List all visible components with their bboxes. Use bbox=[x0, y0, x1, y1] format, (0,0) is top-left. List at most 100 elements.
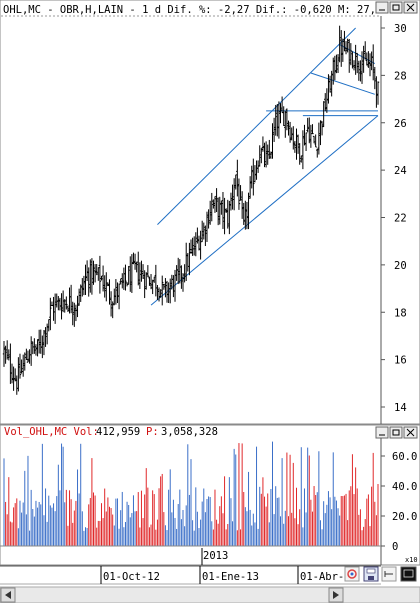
price-axis-tick-label: 30 bbox=[394, 23, 407, 35]
price-bar bbox=[21, 354, 25, 377]
price-bar bbox=[4, 345, 7, 364]
price-bar bbox=[177, 257, 180, 285]
price-bar bbox=[63, 299, 66, 313]
price-bar bbox=[376, 81, 380, 105]
price-bar bbox=[226, 199, 229, 229]
price-bar bbox=[23, 352, 26, 371]
price-bar bbox=[269, 151, 273, 159]
price-bar bbox=[44, 327, 47, 347]
lower-channel-line bbox=[150, 115, 379, 306]
price-bar bbox=[108, 279, 111, 305]
price-bar bbox=[244, 200, 247, 230]
price-bar bbox=[65, 296, 68, 310]
price-bar bbox=[308, 117, 311, 144]
price-bar bbox=[335, 54, 338, 74]
price-bar bbox=[346, 38, 349, 53]
price-bar bbox=[17, 357, 20, 392]
price-bar bbox=[148, 276, 151, 286]
price-bar bbox=[114, 279, 118, 305]
price-axis-tick-label: 20 bbox=[394, 260, 407, 272]
price-bar bbox=[370, 51, 373, 71]
price-bar bbox=[34, 344, 38, 356]
upper-channel-line bbox=[157, 27, 356, 225]
price-bar bbox=[109, 291, 113, 317]
price-bar bbox=[332, 57, 335, 85]
price-bar bbox=[53, 293, 57, 324]
chart-window-min-icon[interactable] bbox=[375, 1, 389, 14]
price-bar bbox=[247, 192, 250, 230]
chart-window-min-icon[interactable] bbox=[375, 426, 389, 439]
price-bar bbox=[328, 75, 332, 93]
price-bar bbox=[261, 136, 265, 152]
volume-y-axis: 60.0 40.0 20.0 0 bbox=[381, 451, 417, 553]
price-bar bbox=[311, 124, 314, 135]
price-bar bbox=[336, 54, 340, 73]
price-bar bbox=[121, 273, 124, 289]
price-bar bbox=[207, 209, 210, 229]
price-bar bbox=[41, 335, 44, 359]
price-bar bbox=[348, 38, 351, 73]
price-bar bbox=[87, 267, 90, 297]
price-bar bbox=[232, 178, 236, 211]
price-bar bbox=[36, 339, 39, 357]
volume-window-buttons bbox=[375, 426, 418, 439]
price-bar bbox=[97, 267, 100, 281]
price-bar bbox=[293, 140, 297, 153]
price-y-axis: 30 28 26 24 22 20 18 16 14 bbox=[381, 23, 407, 414]
price-bar bbox=[7, 349, 10, 361]
price-bar bbox=[205, 211, 209, 242]
price-bar bbox=[319, 120, 322, 146]
price-bar bbox=[82, 275, 86, 296]
price-bar bbox=[161, 275, 164, 306]
volume-label-p: P: bbox=[146, 426, 159, 438]
price-bar bbox=[266, 144, 269, 165]
chart-window-max-icon[interactable] bbox=[389, 426, 403, 439]
price-bar bbox=[189, 239, 193, 254]
price-axis-tick-label: 22 bbox=[394, 213, 407, 225]
price-bar bbox=[309, 124, 313, 148]
price-axis-tick-label: 24 bbox=[394, 165, 407, 177]
price-bar bbox=[183, 264, 186, 283]
price-bar bbox=[216, 197, 220, 226]
price-bar bbox=[312, 135, 316, 144]
price-bar bbox=[89, 259, 92, 293]
price-bar bbox=[276, 104, 279, 137]
price-axis-tick-label: 28 bbox=[394, 70, 407, 82]
scrollbar[interactable] bbox=[0, 586, 420, 603]
price-bar bbox=[300, 155, 303, 163]
price-bar bbox=[124, 264, 127, 291]
price-bar bbox=[314, 134, 317, 148]
price-bar bbox=[218, 196, 221, 225]
price-bar bbox=[119, 278, 122, 285]
price-bar bbox=[301, 130, 305, 170]
price-bar bbox=[352, 60, 356, 71]
price-bar bbox=[60, 293, 63, 320]
price-bar bbox=[20, 359, 23, 374]
price-bar bbox=[263, 142, 266, 168]
price-bar bbox=[156, 284, 159, 300]
price-bar bbox=[221, 191, 225, 229]
price-bar bbox=[210, 192, 213, 222]
display-mode-icon[interactable] bbox=[400, 566, 417, 582]
price-bar bbox=[212, 199, 215, 209]
price-bar bbox=[359, 60, 362, 82]
chart-window-max-icon[interactable] bbox=[389, 1, 403, 14]
price-bar bbox=[317, 122, 321, 155]
price-bar bbox=[325, 88, 329, 113]
price-bar bbox=[29, 336, 33, 366]
price-bar bbox=[95, 264, 98, 276]
price-bar bbox=[268, 139, 271, 159]
price-bar bbox=[368, 53, 372, 77]
price-bar bbox=[132, 252, 135, 265]
price-bar bbox=[66, 305, 70, 312]
price-bar bbox=[103, 275, 106, 298]
price-bar bbox=[229, 192, 233, 211]
price-bar bbox=[159, 289, 162, 298]
price-window-buttons bbox=[375, 1, 418, 14]
price-bar bbox=[79, 284, 82, 302]
price-bar bbox=[57, 296, 60, 311]
price-bar bbox=[252, 158, 255, 196]
price-bar bbox=[220, 200, 223, 215]
price-bar bbox=[37, 329, 41, 354]
price-bar bbox=[151, 279, 154, 295]
